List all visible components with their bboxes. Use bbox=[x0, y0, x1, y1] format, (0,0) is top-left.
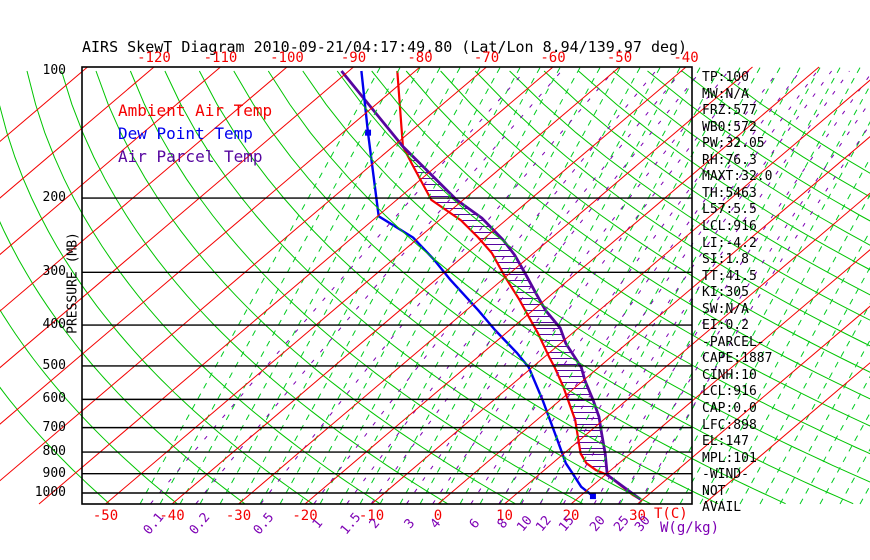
pressure-tick-label: 800 bbox=[42, 444, 66, 460]
pressure-tick-label: 400 bbox=[42, 317, 66, 333]
stat-item: FRZ:577 bbox=[702, 103, 757, 119]
temp-top-tick-label: -120 bbox=[137, 50, 171, 66]
pressure-tick-label: 300 bbox=[42, 264, 66, 280]
temperature-axis-unit-label: T(C) bbox=[654, 506, 688, 522]
temp-bottom-tick-label: 10 bbox=[496, 508, 513, 524]
stat-item: TH:5463 bbox=[702, 185, 757, 201]
pressure-tick-label: 500 bbox=[42, 357, 66, 373]
temp-bottom-tick-label: -20 bbox=[292, 508, 318, 524]
stat-item: L57:5.5 bbox=[702, 202, 757, 218]
legend-dew-point-temp: Dew Point Temp bbox=[118, 124, 253, 143]
stat-item: KI:305 bbox=[702, 285, 749, 301]
temp-top-tick-label: -70 bbox=[473, 50, 500, 66]
temp-top-tick-label: -100 bbox=[270, 50, 304, 66]
stat-item: CAP:0.0 bbox=[702, 401, 757, 416]
mixing-ratio-axis-unit-label: W(g/kg) bbox=[660, 520, 720, 536]
stat-item: NOT bbox=[702, 483, 726, 499]
temp-top-tick-label: -50 bbox=[606, 50, 633, 66]
stat-item: EL:147 bbox=[702, 434, 749, 450]
pressure-tick-label: 600 bbox=[42, 391, 66, 407]
stat-item: SI:1.8 bbox=[702, 252, 749, 268]
stat-item: LFC:898 bbox=[702, 417, 757, 433]
stat-item: -PARCEL- bbox=[702, 334, 765, 350]
stat-item: WB0:572 bbox=[702, 119, 757, 135]
temp-bottom-tick-label: 0 bbox=[433, 508, 443, 524]
pressure-axis-label: PRESSURE (MB) bbox=[65, 232, 81, 334]
stat-item: CINH:10 bbox=[702, 367, 757, 383]
pressure-tick-label: 700 bbox=[42, 419, 66, 435]
pressure-tick-label: 1000 bbox=[34, 485, 66, 500]
legend-air-parcel-temp: Air Parcel Temp bbox=[118, 147, 263, 166]
temp-top-tick-label: -80 bbox=[407, 50, 433, 66]
stat-item: MW:N/A bbox=[702, 86, 749, 102]
stat-item: LCL:916 bbox=[702, 384, 757, 400]
stat-item: TP:100 bbox=[702, 70, 749, 85]
stat-item: MAXT:32.0 bbox=[702, 169, 773, 185]
stat-item: EI:0.2 bbox=[702, 318, 749, 334]
temp-bottom-tick-label: -10 bbox=[358, 508, 385, 524]
stat-item: LI:-4.2 bbox=[702, 235, 757, 251]
stat-item: MPL:101 bbox=[702, 450, 757, 466]
stat-item: CAPE:1887 bbox=[702, 351, 773, 367]
stat-item: PW:32.05 bbox=[702, 136, 765, 152]
temp-bottom-tick-label: -50 bbox=[92, 508, 119, 524]
temp-bottom-tick-label: -40 bbox=[159, 508, 185, 524]
stat-item: TT:41.5 bbox=[702, 268, 757, 284]
pressure-tick-label: 100 bbox=[42, 63, 66, 78]
temp-top-tick-label: -40 bbox=[673, 50, 699, 66]
temp-top-tick-label: -60 bbox=[540, 50, 566, 66]
temp-bottom-tick-label: -30 bbox=[225, 508, 252, 524]
stat-item: RH:76.3 bbox=[702, 152, 757, 168]
pressure-tick-label: 200 bbox=[42, 190, 66, 206]
temp-bottom-tick-label: 30 bbox=[629, 508, 646, 524]
stat-item: LCL:916 bbox=[702, 218, 757, 234]
chart-title: AIRS SkewT Diagram 2010-09-21/04:17:49.8… bbox=[82, 38, 688, 56]
stat-item: -WIND- bbox=[702, 467, 749, 483]
pressure-tick-label: 900 bbox=[42, 465, 66, 481]
legend-ambient-air-temp: Ambient Air Temp bbox=[118, 101, 273, 120]
stat-item: AVAIL bbox=[702, 500, 742, 516]
stat-item: SW:N/A bbox=[702, 301, 749, 317]
temp-top-tick-label: -110 bbox=[203, 50, 238, 66]
temp-bottom-tick-label: 20 bbox=[562, 508, 580, 524]
temp-top-tick-label: -90 bbox=[340, 50, 367, 66]
